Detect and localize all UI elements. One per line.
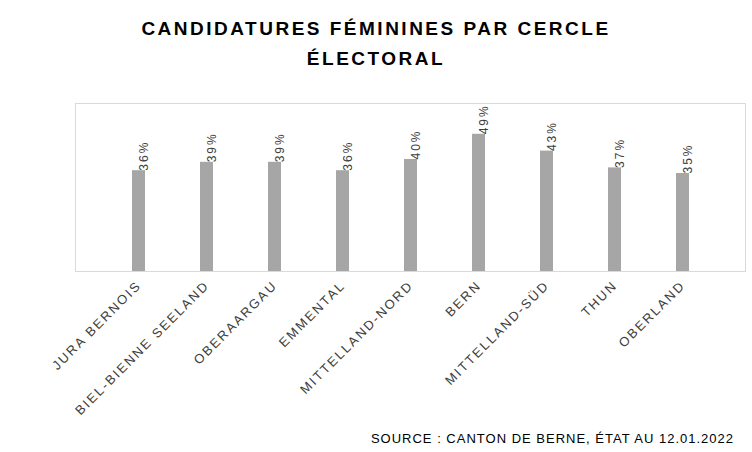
- html-text:CANDIDATURES FÉMININES PAR CER: CANDIDATURES FÉMININES PAR CERCLE ÉLECTO…: [141, 18, 611, 69]
- svg-text:43%: 43%: [545, 121, 559, 151]
- svg-text:EMMENTAL: EMMENTAL: [276, 278, 348, 350]
- svg-text:MITTELLAND-NORD: MITTELLAND-NORD: [297, 278, 416, 397]
- html-text:SOURCE : CANTON DE BERNE, ÉTAT: SOURCE : CANTON DE BERNE, ÉTAT AU 12.01.…: [370, 431, 734, 446]
- svg-text:36%: 36%: [137, 141, 151, 171]
- svg-text:OBERLAND: OBERLAND: [616, 278, 689, 351]
- svg-text:THUN: THUN: [578, 278, 620, 320]
- svg-text:40%: 40%: [409, 129, 423, 159]
- svg-text:BIEL-BIENNE SEELAND: BIEL-BIENNE SEELAND: [72, 278, 212, 418]
- svg-text:39%: 39%: [273, 132, 287, 162]
- svg-text:BERN: BERN: [442, 278, 484, 320]
- svg-text:35%: 35%: [681, 143, 695, 173]
- svg-text:37%: 37%: [613, 138, 627, 168]
- svg-text:OBERAARGAU: OBERAARGAU: [190, 278, 280, 368]
- svg-text:36%: 36%: [341, 141, 355, 171]
- svg-text:JURA BERNOIS: JURA BERNOIS: [49, 277, 145, 373]
- svg-text:39%: 39%: [205, 132, 219, 162]
- svg-text:MITTELLAND-SÜD: MITTELLAND-SÜD: [442, 278, 552, 388]
- svg-text:49%: 49%: [477, 104, 491, 134]
